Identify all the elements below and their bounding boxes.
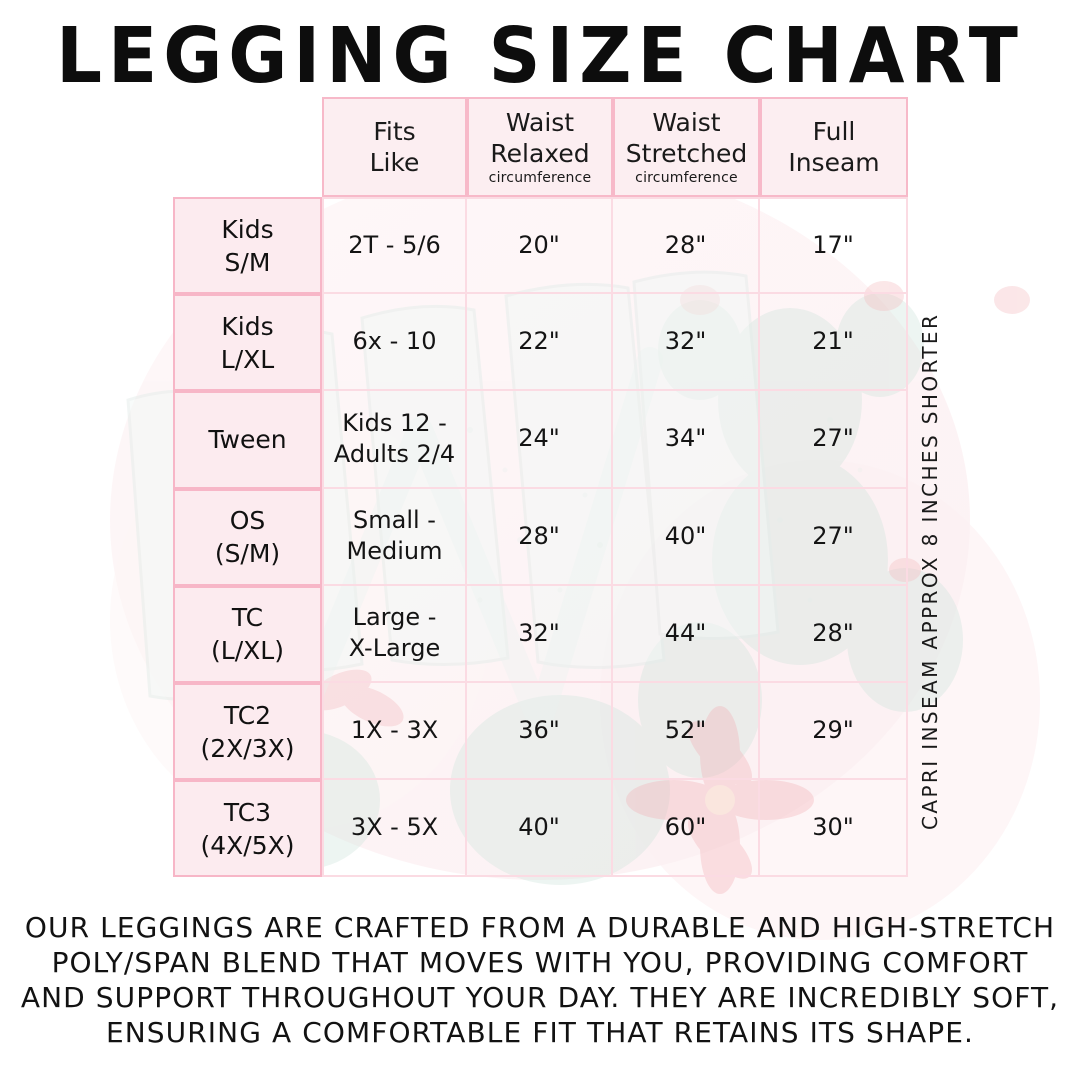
cell-waist-stretched: 52" (613, 682, 760, 781)
cell-full-inseam: 28" (760, 585, 908, 683)
fits-like-line-1: 3X - 5X (350, 813, 439, 842)
cell-waist-stretched: 44" (613, 585, 760, 683)
size-line-1: TC (231, 603, 264, 633)
cell-waist-relaxed: 24" (467, 391, 613, 489)
footer-line-4: ENSURING A COMFORTABLE FIT THAT RETAINS … (105, 1016, 975, 1049)
table-corner-cell (173, 97, 322, 197)
fits-like-line-1: Small - (353, 506, 436, 535)
footer-line-1: OUR LEGGINGS ARE CRAFTED FROM A DURABLE … (24, 911, 1056, 944)
column-header-waist-stretched: Waist Stretched circumference (613, 97, 760, 197)
size-label-cell: TC (L/XL) (173, 585, 322, 683)
size-line-2: (4X/5X) (200, 830, 295, 860)
header-subtext: circumference (635, 170, 738, 186)
fabric-description: OUR LEGGINGS ARE CRAFTED FROM A DURABLE … (20, 910, 1060, 1050)
size-label-cell: TC2 (2X/3X) (173, 682, 322, 781)
cell-waist-relaxed: 36" (467, 682, 613, 781)
cell-full-inseam: 29" (760, 682, 908, 781)
size-label-cell: TC3 (4X/5X) (173, 780, 322, 878)
cell-waist-stretched: 34" (613, 391, 760, 489)
column-header-waist-relaxed: Waist Relaxed circumference (467, 97, 613, 197)
cell-fits-like: 3X - 5X (322, 780, 467, 878)
size-chart-grid: Fits Like Waist Relaxed circumference Wa… (173, 97, 908, 878)
fits-like-line-1: Kids 12 - (342, 408, 447, 437)
header-line-2: Stretched (625, 139, 748, 168)
size-line-1: Kids (221, 311, 274, 341)
legging-size-chart-table: Fits Like Waist Relaxed circumference Wa… (173, 97, 908, 878)
page-title: LEGGING SIZE CHART (56, 10, 1024, 100)
cell-waist-stretched: 32" (613, 294, 760, 392)
fits-like-line-2: Medium (346, 537, 443, 566)
cell-full-inseam: 17" (760, 197, 908, 295)
size-line-1: OS (229, 506, 266, 536)
cell-full-inseam: 21" (760, 294, 908, 392)
cell-waist-relaxed: 20" (467, 197, 613, 295)
size-label-cell: Tween (173, 391, 322, 489)
cell-waist-relaxed: 40" (467, 780, 613, 878)
header-line-1: Fits (373, 117, 416, 146)
capri-inseam-note-text: CAPRI INSEAM APPROX 8 INCHES SHORTER (918, 312, 942, 830)
cell-fits-like: 1X - 3X (322, 682, 467, 781)
size-line-1: TC2 (223, 700, 272, 730)
cell-waist-stretched: 28" (613, 197, 760, 295)
size-line-2: (L/XL) (211, 636, 284, 666)
cell-fits-like: Small - Medium (322, 488, 467, 586)
header-line-1: Waist (505, 108, 575, 137)
cell-fits-like: 2T - 5/6 (322, 197, 467, 295)
fits-like-line-1: Large - (352, 603, 437, 632)
cell-fits-like: Large - X-Large (322, 585, 467, 683)
size-label-cell: Kids L/XL (173, 294, 322, 392)
cell-full-inseam: 27" (760, 391, 908, 489)
size-line-1: Kids (221, 214, 274, 244)
column-header-full-inseam: Full Inseam (760, 97, 908, 197)
size-line-1: Tween (208, 425, 287, 455)
size-line-2: S/M (224, 247, 271, 277)
cell-waist-stretched: 40" (613, 488, 760, 586)
size-label-cell: Kids S/M (173, 197, 322, 295)
header-line-2: Like (369, 148, 420, 177)
cell-fits-like: Kids 12 - Adults 2/4 (322, 391, 467, 489)
header-line-2: Relaxed (490, 139, 590, 168)
column-header-fits-like: Fits Like (322, 97, 467, 197)
fits-like-line-2: X-Large (348, 634, 441, 663)
header-line-1: Full (812, 117, 856, 146)
header-line-2: Inseam (788, 148, 880, 177)
cell-fits-like: 6x - 10 (322, 294, 467, 392)
size-label-cell: OS (S/M) (173, 488, 322, 586)
fits-like-line-2: Adults 2/4 (333, 439, 456, 468)
size-line-1: TC3 (223, 797, 272, 827)
header-line-1: Waist (652, 108, 721, 137)
size-line-2: L/XL (220, 344, 275, 374)
cell-waist-stretched: 60" (613, 780, 760, 878)
cell-waist-relaxed: 32" (467, 585, 613, 683)
footer-line-3: AND SUPPORT THROUGHOUT YOUR DAY. THEY AR… (20, 981, 1060, 1014)
cell-full-inseam: 27" (760, 488, 908, 586)
cell-full-inseam: 30" (760, 780, 908, 878)
capri-inseam-note: CAPRI INSEAM APPROX 8 INCHES SHORTER (918, 0, 942, 830)
size-line-2: (2X/3X) (200, 733, 295, 763)
fits-like-line-1: 2T - 5/6 (348, 231, 441, 260)
header-subtext: circumference (488, 170, 592, 186)
footer-line-2: POLY/SPAN BLEND THAT MOVES WITH YOU, PRO… (51, 946, 1029, 979)
cell-waist-relaxed: 22" (467, 294, 613, 392)
fits-like-line-1: 1X - 3X (350, 716, 439, 745)
fits-like-line-1: 6x - 10 (352, 327, 437, 356)
size-line-2: (S/M) (214, 539, 281, 569)
cell-waist-relaxed: 28" (467, 488, 613, 586)
